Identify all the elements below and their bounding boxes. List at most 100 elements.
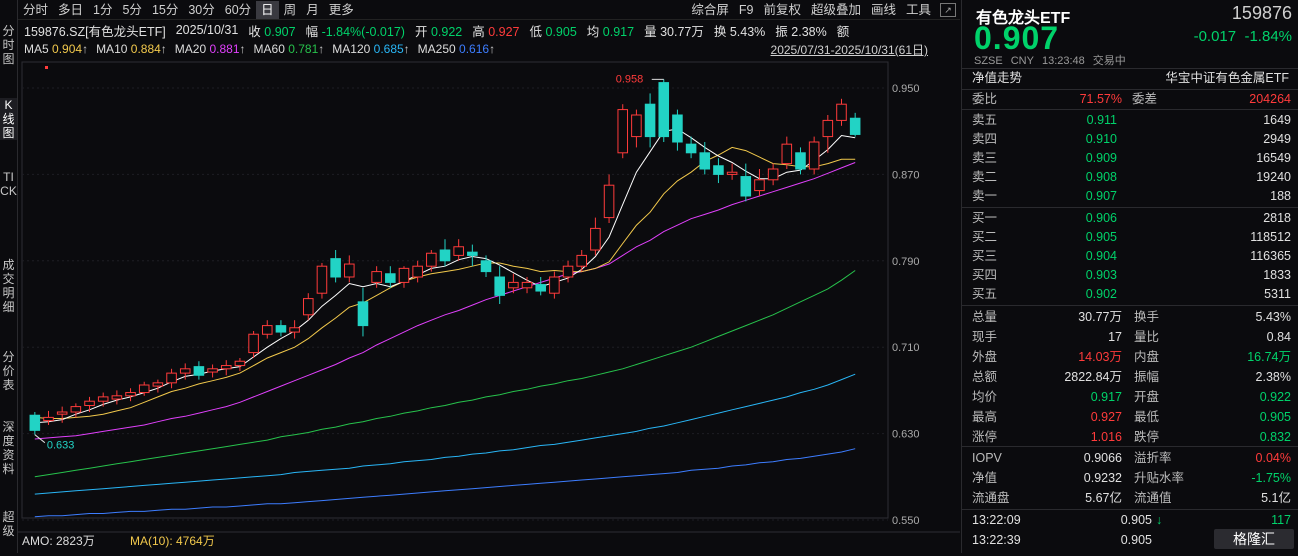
low-label: 低 bbox=[529, 24, 543, 39]
stat-value: 2.38% bbox=[1255, 370, 1291, 384]
tab-60min[interactable]: 60分 bbox=[224, 2, 252, 17]
bid-label: 买五 bbox=[972, 287, 998, 301]
candle-body bbox=[740, 176, 752, 197]
ma5-value: 0.904 bbox=[52, 42, 83, 56]
iopv-label: IOPV bbox=[972, 451, 1002, 465]
candle-body bbox=[84, 400, 95, 407]
tab-weekly[interactable]: 周 bbox=[283, 2, 297, 17]
divider bbox=[962, 509, 1298, 510]
close-label: 收 bbox=[248, 24, 261, 39]
bid-volume: 1833 bbox=[1263, 268, 1291, 282]
candle-body bbox=[220, 365, 232, 370]
stat-label: 跌停 bbox=[1134, 430, 1160, 444]
candle-body bbox=[781, 143, 793, 165]
ma60-legend[interactable]: MA60 0.781↑ bbox=[253, 42, 325, 56]
candle-body bbox=[344, 263, 355, 278]
tab-monthly[interactable]: 月 bbox=[306, 2, 319, 17]
vtab-super[interactable]: 超级 bbox=[2, 510, 15, 538]
chg-value: -1.84%(-0.017) bbox=[321, 24, 405, 39]
iopv-label: 溢折率 bbox=[1134, 451, 1172, 465]
kline-chart[interactable]: 0.950 0.870 0.790 0.710 0.630 0.550 0.958 0.633… bbox=[18, 58, 960, 553]
low-value: 0.905 bbox=[545, 24, 577, 39]
tab-multiday[interactable]: 多日 bbox=[58, 2, 84, 17]
y-tick-label: 0.710 bbox=[892, 342, 920, 354]
nav-trend-link[interactable]: 净值走势 bbox=[972, 71, 1023, 85]
ma5-label: MA5 bbox=[24, 42, 49, 56]
period-toolbar: 分时 多日 1分 5分 15分 30分 60分 日 周 月 更多 综合屏 F9 … bbox=[18, 0, 960, 20]
avg-value: 0.917 bbox=[602, 24, 635, 39]
candle-body bbox=[302, 298, 314, 316]
tab-5min[interactable]: 5分 bbox=[122, 2, 142, 17]
ma250-legend[interactable]: MA250 0.616↑ bbox=[417, 42, 496, 56]
ask-level: 卖四 0.910 2949 bbox=[962, 130, 1298, 149]
vtab-tick[interactable]: TICK bbox=[0, 170, 17, 198]
stat-value: 0.905 bbox=[1259, 410, 1291, 424]
open-value: 0.922 bbox=[430, 24, 463, 39]
ma10-legend[interactable]: MA10 0.884↑ bbox=[96, 42, 167, 56]
low-label: 0.633 bbox=[47, 440, 75, 452]
composite-screen-button[interactable]: 综合屏 bbox=[691, 2, 729, 17]
tools-button[interactable]: 工具 bbox=[905, 2, 931, 17]
bid-volume: 116365 bbox=[1250, 249, 1291, 263]
candle-body bbox=[152, 382, 164, 387]
bid-level: 买五 0.902 5311 bbox=[962, 285, 1298, 304]
date-range[interactable]: 2025/07/31-2025/10/31(61日) bbox=[770, 43, 928, 57]
ma10-line bbox=[34, 146, 856, 419]
vtab-depth[interactable]: 深度资料 bbox=[2, 420, 15, 476]
ma10-label: MA10 bbox=[96, 42, 128, 56]
market-meta: SZSE CNY 13:23:48 交易中 bbox=[974, 52, 1134, 68]
stat-value: 0.922 bbox=[1259, 390, 1291, 404]
ma60-label: MA60 bbox=[253, 42, 285, 56]
vtab-trades[interactable]: 成交明细 bbox=[2, 258, 15, 314]
bid-price: 0.904 bbox=[1085, 249, 1117, 263]
vtab-price-table[interactable]: 分价表 bbox=[2, 350, 15, 392]
candle-body bbox=[56, 411, 68, 415]
f9-button[interactable]: F9 bbox=[738, 2, 754, 17]
tab-15min[interactable]: 15分 bbox=[151, 2, 179, 17]
nav-row[interactable]: 净值走势 华宝中证有色金属ETF bbox=[962, 69, 1298, 88]
corner-marker bbox=[45, 66, 48, 69]
tab-30min[interactable]: 30分 bbox=[188, 2, 215, 17]
stat-value: 2822.84万 bbox=[1064, 370, 1122, 384]
stat-label: 振幅 bbox=[1134, 370, 1160, 384]
bid-volume: 5311 bbox=[1264, 287, 1291, 301]
quote-time: 13:23:48 bbox=[1041, 55, 1085, 67]
ma120-legend[interactable]: MA120 0.685↑ bbox=[332, 42, 410, 56]
candle-body bbox=[535, 284, 546, 292]
expand-icon[interactable]: ↗ bbox=[940, 2, 956, 17]
iopv-value: 0.04% bbox=[1255, 451, 1291, 465]
vtab-kline[interactable]: K线图 bbox=[0, 98, 17, 140]
iopv-label: 流通值 bbox=[1134, 491, 1172, 505]
candle-body bbox=[371, 271, 382, 283]
draw-line-button[interactable]: 画线 bbox=[870, 2, 896, 17]
super-overlay-button[interactable]: 超级叠加 bbox=[810, 2, 861, 17]
tab-daily[interactable]: 日 bbox=[256, 0, 279, 19]
stat-value: 14.03万 bbox=[1078, 350, 1122, 364]
brand-watermark: 格隆汇 bbox=[1214, 529, 1294, 549]
ask-volume: 1649 bbox=[1263, 113, 1291, 127]
ma5-legend[interactable]: MA5 0.904↑ bbox=[24, 42, 89, 56]
forward-adjust-button[interactable]: 前复权 bbox=[763, 2, 801, 17]
tab-more[interactable]: 更多 bbox=[328, 2, 354, 17]
candle-body bbox=[521, 281, 533, 289]
quote-bar: 159876.SZ[有色龙头ETF] 2025/10/31 收 0.907 幅 … bbox=[24, 21, 954, 39]
stat-label: 量比 bbox=[1134, 330, 1160, 344]
candle-body bbox=[138, 384, 150, 394]
iopv-label: 流通盘 bbox=[972, 491, 1010, 505]
ma250-label: MA250 bbox=[417, 42, 456, 56]
close-value: 0.907 bbox=[264, 24, 296, 39]
candle-body bbox=[849, 117, 861, 135]
high-label: 0.958 bbox=[616, 73, 644, 85]
candle-body bbox=[179, 368, 191, 374]
ma20-legend[interactable]: MA20 0.881↑ bbox=[174, 42, 246, 56]
stat-label: 开盘 bbox=[1134, 390, 1160, 404]
tab-1min[interactable]: 1分 bbox=[93, 2, 113, 17]
stat-label: 涨停 bbox=[972, 430, 998, 444]
ma120-value: 0.685 bbox=[373, 42, 404, 56]
vtab-intraday[interactable]: 分时图 bbox=[2, 24, 15, 66]
tracking-index: 华宝中证有色金属ETF bbox=[1165, 71, 1289, 85]
bid-volume: 2818 bbox=[1263, 211, 1291, 225]
stat-label: 换手 bbox=[1134, 310, 1160, 324]
stat-value: 0.832 bbox=[1259, 430, 1291, 444]
tab-intraday[interactable]: 分时 bbox=[23, 2, 49, 17]
